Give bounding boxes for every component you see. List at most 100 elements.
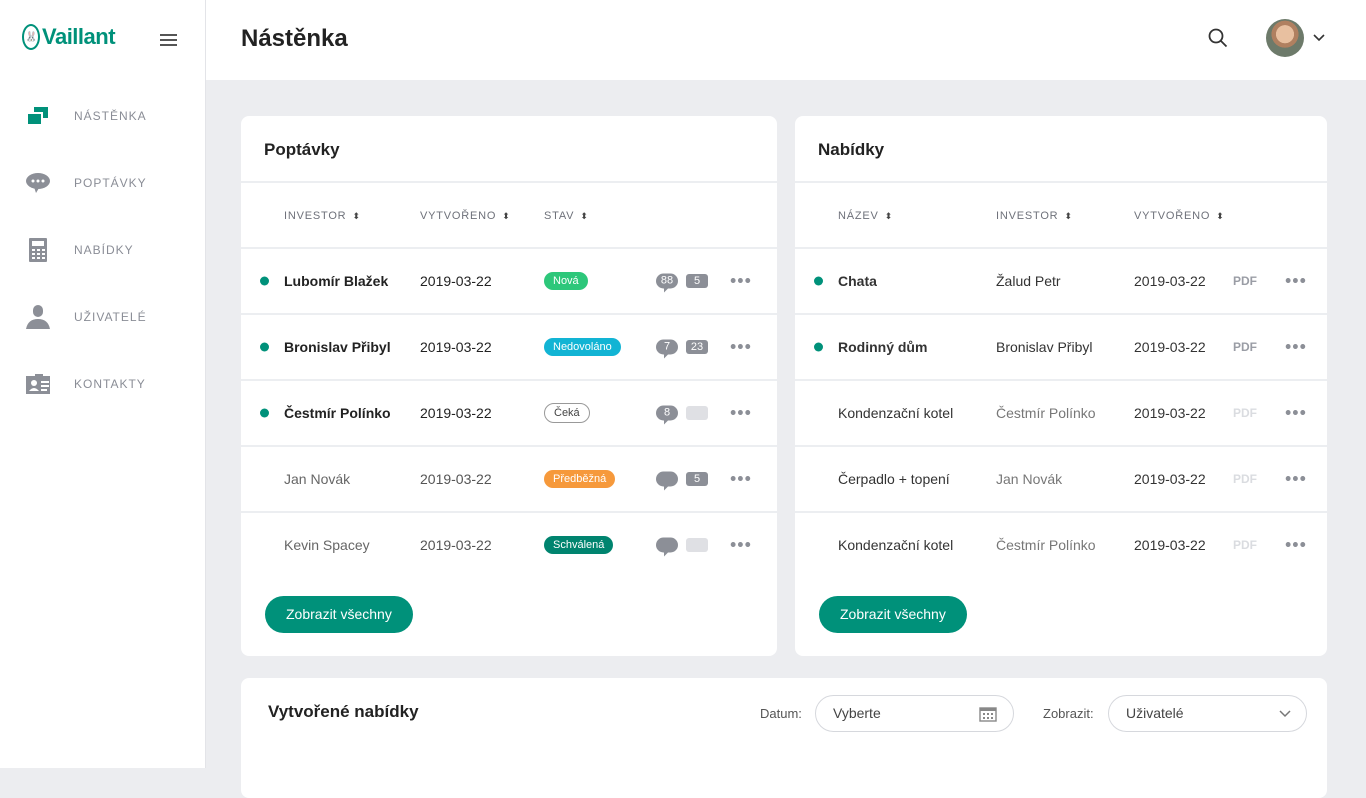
sidebar-item-label: NABÍDKY (74, 243, 134, 257)
pdf-download-link[interactable]: PDF (1233, 538, 1257, 552)
offer-name: Rodinný dům (838, 339, 928, 355)
investor-name: Čestmír Polínko (996, 405, 1096, 421)
investor-name: Čestmír Polínko (996, 537, 1096, 553)
chevron-down-icon (1279, 710, 1291, 718)
count-badge: 23 (686, 340, 708, 354)
sort-icon: ⬍ (502, 211, 511, 221)
investor-name: Bronislav Přibyl (284, 339, 391, 355)
status-badge: Nedovoláno (544, 338, 621, 356)
sort-icon: ⬍ (884, 211, 894, 221)
poptavka-row[interactable]: Kevin Spacey 2019-03-22 Schválená ••• (241, 511, 777, 577)
nabidky-card: Nabídky NÁZEV ⬍ INVESTOR ⬍ VYTVOŘENO ⬍ Chat… (795, 116, 1327, 656)
sort-icon: ⬍ (1064, 211, 1073, 221)
page-title: Nástěnka (241, 25, 348, 52)
poptavka-row[interactable]: Jan Novák 2019-03-22 Předběžná 5 ••• (241, 445, 777, 511)
pdf-download-link[interactable]: PDF (1233, 406, 1257, 420)
sidebar-item-uzivatele[interactable]: UŽIVATELÉ (0, 297, 205, 337)
created-date: 2019-03-22 (420, 405, 492, 421)
investor-name: Čestmír Polínko (284, 405, 391, 421)
column-header-investor[interactable]: INVESTOR ⬍ (996, 210, 1086, 222)
card-title: Vytvořené nabídky (268, 702, 419, 721)
column-header-stav[interactable]: STAV ⬍ (544, 210, 602, 222)
comments-icon[interactable] (656, 471, 678, 491)
calculator-icon (26, 238, 50, 262)
calendar-icon (979, 707, 997, 722)
unread-dot (814, 276, 823, 286)
dashboard-icon (26, 104, 50, 128)
sort-icon: ⬍ (580, 211, 589, 221)
sidebar: 🐰 Vaillant NÁSTĚNKA POPTÁVKY NABÍDKY UŽIV… (0, 0, 206, 768)
column-header-investor[interactable]: INVESTOR ⬍ (284, 210, 374, 222)
nabidka-row[interactable]: Čerpadlo + topení Jan Novák 2019-03-22 PDF •… (795, 445, 1327, 511)
unread-dot (260, 408, 269, 418)
more-options-icon[interactable]: ••• (730, 534, 752, 555)
nabidka-row[interactable]: Kondenzační kotel Čestmír Polínko 2019-03-… (795, 379, 1327, 445)
more-options-icon[interactable]: ••• (730, 270, 752, 291)
comments-icon[interactable]: 88 (656, 273, 678, 293)
card-title: Poptávky (264, 140, 340, 159)
investor-name: Jan Novák (284, 471, 351, 487)
poptavky-card: Poptávky INVESTOR ⬍ VYTVOŘENO ⬍ STAV ⬍ Lubo… (241, 116, 777, 656)
comments-icon[interactable]: 7 (656, 339, 678, 359)
sidebar-item-kontakty[interactable]: KONTAKTY (0, 364, 205, 404)
user-avatar[interactable] (1266, 19, 1304, 57)
sidebar-item-label: NÁSTĚNKA (74, 109, 147, 123)
sort-icon: ⬍ (1216, 211, 1225, 221)
more-options-icon[interactable]: ••• (730, 402, 752, 423)
show-select[interactable]: Uživatelé (1108, 695, 1307, 732)
nabidka-row[interactable]: Kondenzační kotel Čestmír Polínko 2019-03-… (795, 511, 1327, 577)
menu-toggle-icon[interactable] (160, 34, 177, 49)
investor-name: Bronislav Přibyl (996, 339, 1093, 355)
show-all-poptavky-button[interactable]: Zobrazit všechny (265, 596, 413, 633)
top-header: Nástěnka (206, 0, 1366, 80)
investor-name: Kevin Spacey (284, 537, 370, 553)
count-badge: 5 (686, 274, 708, 288)
offer-name: Kondenzační kotel (838, 405, 954, 421)
poptavka-row[interactable]: Lubomír Blažek 2019-03-22 Nová 88 5 ••• (241, 247, 777, 313)
created-date: 2019-03-22 (420, 339, 492, 355)
more-options-icon[interactable]: ••• (1285, 402, 1307, 423)
comments-icon[interactable]: 8 (656, 405, 678, 425)
sidebar-item-label: POPTÁVKY (74, 176, 147, 190)
sidebar-item-nastenka[interactable]: NÁSTĚNKA (0, 96, 205, 136)
column-header-vytvoreno[interactable]: VYTVOŘENO ⬍ (420, 210, 524, 222)
comments-icon[interactable] (656, 537, 678, 557)
sidebar-item-label: UŽIVATELÉ (74, 310, 147, 324)
created-date: 2019-03-22 (1134, 537, 1206, 553)
more-options-icon[interactable]: ••• (1285, 270, 1307, 291)
more-options-icon[interactable]: ••• (730, 468, 752, 489)
card-title: Nabídky (818, 140, 885, 159)
sidebar-item-label: KONTAKTY (74, 377, 146, 391)
more-options-icon[interactable]: ••• (730, 336, 752, 357)
poptavka-row[interactable]: Čestmír Polínko 2019-03-22 Čeká 8 ••• (241, 379, 777, 445)
show-all-nabidky-button[interactable]: Zobrazit všechny (819, 596, 967, 633)
date-picker[interactable]: Vyberte (815, 695, 1014, 732)
offer-name: Chata (838, 273, 877, 289)
created-date: 2019-03-22 (420, 471, 492, 487)
search-icon[interactable] (1208, 28, 1228, 48)
pdf-download-link[interactable]: PDF (1233, 340, 1257, 354)
nabidka-row[interactable]: Rodinný dům Bronislav Přibyl 2019-03-22 PDF… (795, 313, 1327, 379)
user-icon (26, 305, 50, 329)
column-header-vytvoreno[interactable]: VYTVOŘENO ⬍ (1134, 210, 1238, 222)
column-header-nazev[interactable]: NÁZEV ⬍ (838, 210, 906, 222)
date-label: Datum: (760, 706, 802, 721)
nabidka-row[interactable]: Chata Žalud Petr 2019-03-22 PDF ••• (795, 247, 1327, 313)
investor-name: Žalud Petr (996, 273, 1061, 289)
pdf-download-link[interactable]: PDF (1233, 274, 1257, 288)
vaillant-logo[interactable]: 🐰 Vaillant (22, 24, 116, 50)
sidebar-item-poptavky[interactable]: POPTÁVKY (0, 163, 205, 203)
created-date: 2019-03-22 (1134, 405, 1206, 421)
investor-name: Jan Novák (996, 471, 1063, 487)
sort-icon: ⬍ (352, 211, 361, 221)
created-date: 2019-03-22 (1134, 339, 1206, 355)
chevron-down-icon[interactable] (1312, 30, 1326, 44)
investor-name: Lubomír Blažek (284, 273, 389, 289)
status-badge: Schválená (544, 536, 614, 554)
poptavka-row[interactable]: Bronislav Přibyl 2019-03-22 Nedovoláno 7 23 •… (241, 313, 777, 379)
sidebar-item-nabidky[interactable]: NABÍDKY (0, 230, 205, 270)
more-options-icon[interactable]: ••• (1285, 534, 1307, 555)
more-options-icon[interactable]: ••• (1285, 468, 1307, 489)
more-options-icon[interactable]: ••• (1285, 336, 1307, 357)
pdf-download-link[interactable]: PDF (1233, 472, 1257, 486)
